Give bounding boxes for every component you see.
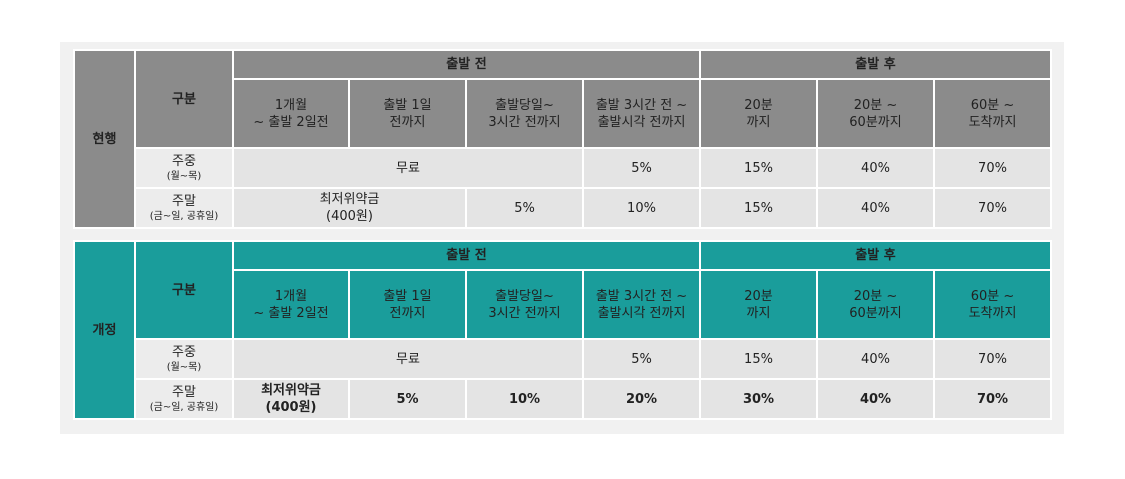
col-header: 출발 3시간 전 ~ 출발시각 전까지: [582, 269, 701, 340]
fee-cell: 40%: [816, 338, 935, 380]
col-header: 1개월 ~ 출발 2일전: [232, 78, 350, 149]
section-label-revised: 개정: [73, 240, 136, 420]
col-header: 20분 ~ 60분까지: [816, 78, 935, 149]
row-label-text: 주중: [172, 345, 196, 360]
after-departure-header: 출발 후: [699, 49, 1052, 80]
fee-cell: 5%: [582, 147, 701, 189]
row-label-sub: (월~목): [166, 171, 202, 182]
fee-cell-min: 최저위약금 (400원): [232, 378, 350, 420]
col-header: 출발 1일 전까지: [348, 78, 467, 149]
before-departure-header: 출발 전: [232, 240, 701, 271]
fee-cell: 10%: [582, 187, 701, 229]
row-label-sub: (금~일, 공휴일): [149, 211, 219, 222]
fee-cell: 40%: [816, 147, 935, 189]
fee-cell: 70%: [933, 338, 1052, 380]
col-header: 20분 ~ 60분까지: [816, 269, 935, 340]
row-label-weekday: 주중 (월~목): [134, 147, 234, 189]
row-label-weekday: 주중 (월~목): [134, 338, 234, 380]
before-departure-header: 출발 전: [232, 49, 701, 80]
fee-cell: 5%: [465, 187, 584, 229]
fee-cell-free: 무료: [232, 338, 584, 380]
table-row-weekend: 주말 (금~일, 공휴일) 최저위약금 (400원) 5% 10% 15% 40…: [74, 187, 1052, 229]
after-departure-header: 출발 후: [699, 240, 1052, 271]
fee-cell: 15%: [699, 187, 818, 229]
col-header: 출발 3시간 전 ~ 출발시각 전까지: [582, 78, 701, 149]
fee-cell-free: 무료: [232, 147, 584, 189]
fee-cell-highlight: 70%: [933, 378, 1052, 420]
fee-cell-highlight: 30%: [699, 378, 818, 420]
col-header: 1개월 ~ 출발 2일전: [232, 269, 350, 340]
fee-cell: 70%: [933, 147, 1052, 189]
gubun-header: 구분: [134, 49, 234, 149]
row-label-sub: (금~일, 공휴일): [149, 402, 219, 413]
current-fee-table: 현행 구분 출발 전 출발 후 1개월 ~ 출발 2일전 출발 1일 전까지 출…: [73, 49, 1052, 229]
col-header: 출발당일~ 3시간 전까지: [465, 269, 584, 340]
col-header: 20분 까지: [699, 269, 818, 340]
row-label-sub: (월~목): [166, 362, 202, 373]
fee-cell-highlight: 10%: [465, 378, 584, 420]
col-header: 60분 ~ 도착까지: [933, 269, 1052, 340]
fee-cell-highlight: 5%: [348, 378, 467, 420]
fee-cell-min: 최저위약금 (400원): [232, 187, 467, 229]
row-label-weekend: 주말 (금~일, 공휴일): [134, 187, 234, 229]
table-row-weekday: 주중 (월~목) 무료 5% 15% 40% 70%: [74, 147, 1052, 189]
fee-cell: 70%: [933, 187, 1052, 229]
fee-cell: 40%: [816, 187, 935, 229]
fee-cell-highlight: 20%: [582, 378, 701, 420]
fee-cell: 15%: [699, 338, 818, 380]
row-label-weekend: 주말 (금~일, 공휴일): [134, 378, 234, 420]
fee-cell-highlight: 40%: [816, 378, 935, 420]
row-label-text: 주말: [172, 194, 196, 209]
gubun-header: 구분: [134, 240, 234, 340]
row-label-text: 주중: [172, 154, 196, 169]
fee-cell: 5%: [582, 338, 701, 380]
col-header: 출발당일~ 3시간 전까지: [465, 78, 584, 149]
col-header: 20분 까지: [699, 78, 818, 149]
section-label-current: 현행: [73, 49, 136, 229]
col-header: 60분 ~ 도착까지: [933, 78, 1052, 149]
revised-fee-table: 개정 구분 출발 전 출발 후 1개월 ~ 출발 2일전 출발 1일 전까지 출…: [73, 240, 1052, 420]
row-label-text: 주말: [172, 385, 196, 400]
col-header: 출발 1일 전까지: [348, 269, 467, 340]
table-row-weekend: 주말 (금~일, 공휴일) 최저위약금 (400원) 5% 10% 20% 30…: [74, 378, 1052, 420]
fee-cell: 15%: [699, 147, 818, 189]
table-row-weekday: 주중 (월~목) 무료 5% 15% 40% 70%: [74, 338, 1052, 380]
